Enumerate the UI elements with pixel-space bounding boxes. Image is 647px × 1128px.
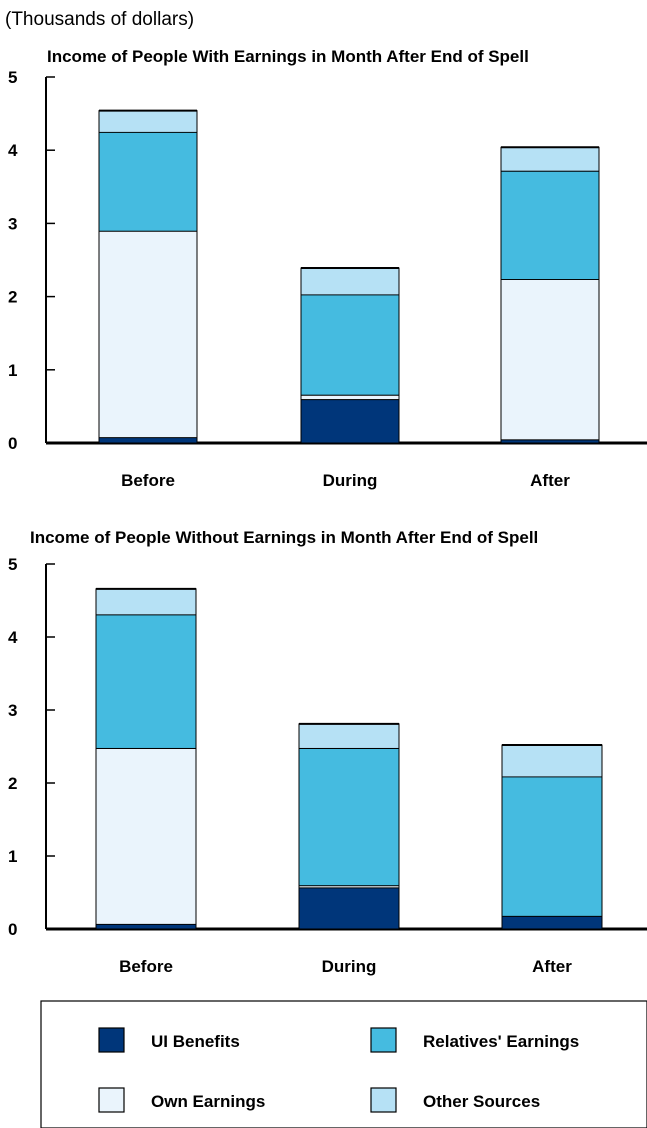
y-tick-label: 2	[8, 774, 17, 793]
legend-label-other-sources: Other Sources	[423, 1092, 540, 1111]
bar-segment-after-relatives-earnings	[502, 776, 602, 916]
legend-label-ui-benefits: UI Benefits	[151, 1032, 240, 1051]
y-tick-label: 1	[8, 361, 17, 380]
bar-segment-during-ui-benefits	[301, 399, 399, 443]
bar-segment-before-other-sources	[96, 588, 196, 615]
bar-segment-before-ui-benefits	[99, 437, 197, 443]
legend-label-own-earnings: Own Earnings	[151, 1092, 265, 1111]
chart-title-with-earnings: Income of People With Earnings in Month …	[47, 47, 529, 66]
x-tick-label: During	[322, 957, 377, 976]
bar-segment-after-other-sources	[502, 745, 602, 777]
bar-segment-before-ui-benefits	[96, 923, 196, 929]
bar-segment-after-other-sources	[501, 147, 599, 171]
x-tick-label: During	[323, 471, 378, 490]
x-tick-label: After	[530, 471, 570, 490]
bar-outline-after	[501, 744, 603, 930]
bar-segment-before-relatives-earnings	[99, 131, 197, 231]
bar-segment-during-other-sources	[301, 268, 399, 295]
bar-segment-after-ui-benefits	[502, 915, 602, 929]
unit-note: (Thousands of dollars)	[5, 9, 194, 30]
bar-segment-before-own-earnings	[99, 230, 197, 438]
bar-outline-before	[95, 588, 197, 930]
bar-outline-after	[500, 146, 600, 444]
y-tick-label: 0	[8, 920, 17, 939]
bar-segment-after-ui-benefits	[501, 439, 599, 443]
y-tick-label: 4	[8, 628, 18, 647]
bar-outline-during	[300, 267, 400, 444]
x-tick-label: Before	[119, 957, 173, 976]
chart-title-without-earnings: Income of People Without Earnings in Mon…	[30, 528, 538, 547]
bar-segment-during-relatives-earnings	[301, 294, 399, 395]
y-tick-label: 5	[8, 68, 17, 87]
bar-segment-during-ui-benefits	[299, 887, 399, 929]
x-tick-label: Before	[121, 471, 175, 490]
bar-segment-during-own-earnings	[301, 394, 399, 400]
legend: UI Benefits Relatives' Earnings Own Earnin…	[40, 1000, 647, 1128]
chart-panel-with-earnings: Income of People With Earnings in Month …	[8, 47, 647, 490]
y-tick-label: 2	[8, 288, 17, 307]
chart-panel-without-earnings: Income of People Without Earnings in Mon…	[8, 528, 647, 976]
bar-segment-during-relatives-earnings	[299, 747, 399, 886]
legend-swatch-ui-benefits	[98, 1027, 125, 1053]
legend-box	[40, 1000, 647, 1128]
y-tick-label: 4	[8, 141, 18, 160]
bar-outline-before	[98, 110, 198, 444]
y-tick-label: 1	[8, 847, 17, 866]
bar-segment-after-relatives-earnings	[501, 170, 599, 280]
bar-segment-before-other-sources	[99, 110, 197, 132]
x-tick-label: After	[532, 957, 572, 976]
legend-swatch-relatives-earnings	[370, 1027, 397, 1053]
y-tick-label: 3	[8, 701, 17, 720]
bar-segment-before-own-earnings	[96, 747, 196, 924]
bar-segment-before-relatives-earnings	[96, 614, 196, 748]
legend-swatch-own-earnings	[98, 1087, 125, 1113]
y-tick-label: 0	[8, 434, 17, 453]
legend-swatch-other-sources	[370, 1087, 397, 1113]
bar-segment-after-own-earnings	[501, 279, 599, 440]
y-tick-label: 5	[8, 555, 17, 574]
bar-outline-during	[298, 723, 400, 930]
bar-segment-during-other-sources	[299, 723, 399, 748]
y-tick-label: 3	[8, 214, 17, 233]
legend-label-relatives-earnings: Relatives' Earnings	[423, 1032, 579, 1051]
bar-segment-during-own-earnings	[299, 885, 399, 888]
